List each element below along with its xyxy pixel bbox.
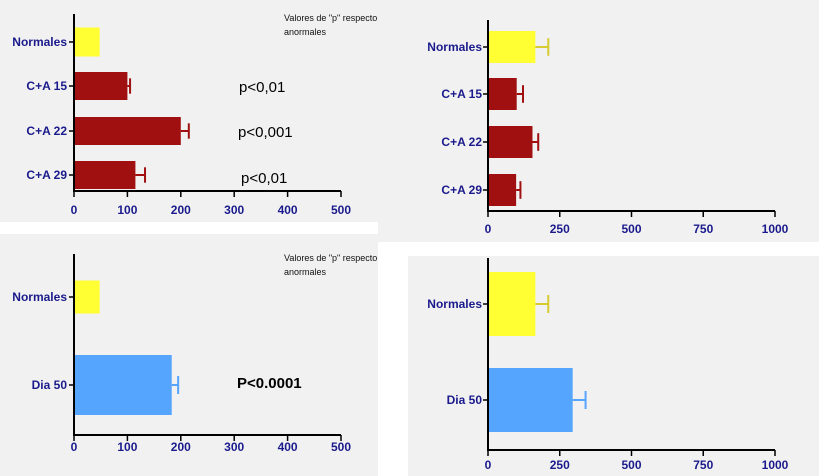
chart-bottom-right: Normales Dia 50 0 250 500 750 1000 <box>427 258 789 472</box>
x-tick-label-300: 300 <box>224 203 244 217</box>
bar-normales <box>488 272 536 336</box>
p-value-note-line2: anormales <box>284 267 327 277</box>
bar-c-a-29 <box>488 174 517 206</box>
bar-normales <box>74 27 100 57</box>
category-label-c-a-15: C+A 15 <box>441 87 482 101</box>
annotation-p-ca29: p<0,01 <box>241 170 287 187</box>
x-tick-label-400: 400 <box>278 440 298 454</box>
x-tick-label-1000: 1000 <box>762 222 789 236</box>
bar-normales <box>74 280 100 314</box>
category-label-normales: Normales <box>427 40 482 54</box>
category-label-c-a-15: C+A 15 <box>26 79 67 93</box>
x-tick-label-100: 100 <box>117 440 137 454</box>
x-tick-label-1000: 1000 <box>762 458 789 472</box>
p-value-note-line2: anormales <box>284 27 327 37</box>
bar-c-a-15 <box>74 72 128 100</box>
category-label-normales: Normales <box>427 297 482 311</box>
x-tick-label-500: 500 <box>331 440 351 454</box>
bar-dia-50 <box>488 368 573 432</box>
annotation-p-dia50: P<0.0001 <box>237 375 302 392</box>
x-tick-label-400: 400 <box>278 203 298 217</box>
bar-dia-50 <box>74 355 172 415</box>
x-tick-label-750: 750 <box>693 458 713 472</box>
bar-normales <box>488 31 536 63</box>
chart-top-left: Valores de "p" respecto anormales p<0,01… <box>12 13 377 217</box>
annotation-p-ca15: p<0,01 <box>239 79 285 96</box>
chart-bottom-left: Valores de "p" respecto anormales P<0.00… <box>12 253 377 454</box>
category-label-dia-50: Dia 50 <box>32 378 68 392</box>
category-label-c-a-22: C+A 22 <box>441 135 482 149</box>
bottom-right-panel-bg <box>408 256 819 476</box>
category-label-c-a-22: C+A 22 <box>26 124 67 138</box>
category-label-normales: Normales <box>12 35 67 49</box>
x-tick-label-250: 250 <box>550 222 570 236</box>
x-tick-label-0: 0 <box>71 440 78 454</box>
x-tick-label-500: 500 <box>331 203 351 217</box>
x-tick-label-0: 0 <box>71 203 78 217</box>
bar-c-a-22 <box>488 126 533 158</box>
bar-c-a-22 <box>74 117 181 145</box>
x-tick-label-0: 0 <box>485 458 492 472</box>
category-label-normales: Normales <box>12 290 67 304</box>
x-tick-label-0: 0 <box>485 222 492 236</box>
x-tick-label-750: 750 <box>693 222 713 236</box>
chart-top-right: Normales C+A 15 C+A 22 C+A 29 0 250 500 750 1000 <box>427 20 789 236</box>
bar-c-a-15 <box>488 78 517 110</box>
top-left-panel-bg <box>0 0 378 222</box>
x-tick-label-200: 200 <box>171 203 191 217</box>
x-tick-label-200: 200 <box>171 440 191 454</box>
top-right-panel-bg <box>378 0 819 242</box>
p-value-note-line1: Valores de "p" respecto <box>284 13 377 23</box>
x-tick-label-100: 100 <box>117 203 137 217</box>
x-tick-label-500: 500 <box>621 222 641 236</box>
category-label-c-a-29: C+A 29 <box>26 168 67 182</box>
category-label-dia-50: Dia 50 <box>447 393 483 407</box>
x-tick-label-500: 500 <box>621 458 641 472</box>
x-tick-label-300: 300 <box>224 440 244 454</box>
bar-c-a-29 <box>74 161 136 189</box>
p-value-note-line1: Valores de "p" respecto <box>284 253 377 263</box>
x-tick-label-250: 250 <box>550 458 570 472</box>
annotation-p-ca22: p<0,001 <box>238 124 293 141</box>
category-label-c-a-29: C+A 29 <box>441 183 482 197</box>
